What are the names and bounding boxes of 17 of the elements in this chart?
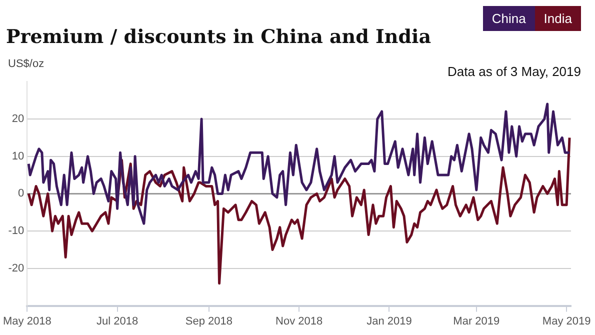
text: China (482, 6, 535, 31)
x-tick-label: Nov 2018 (276, 315, 323, 328)
text: Data as of 3 May, 2019 (448, 64, 581, 79)
y-tick-label: -20 (8, 262, 24, 274)
x-tick-label: May 2018 (3, 315, 52, 328)
x-tick-label: Jul 2018 (96, 315, 138, 328)
y-tick-label: 20 (12, 113, 24, 125)
text: India (534, 6, 581, 31)
x-tick-label: Sep 2018 (185, 315, 232, 328)
x-tick-label: Jan 2019 (366, 315, 412, 328)
x-tick-label: Mar 2019 (453, 315, 500, 328)
y-tick-label: -10 (8, 225, 24, 238)
y-tick-label: 10 (12, 150, 24, 162)
y-axis-title: US$/oz (8, 58, 44, 70)
y-tick-label: 0 (18, 188, 24, 200)
chart-title: Premium / discounts in China and India (6, 26, 432, 48)
x-tick-label: May 2019 (542, 315, 591, 328)
